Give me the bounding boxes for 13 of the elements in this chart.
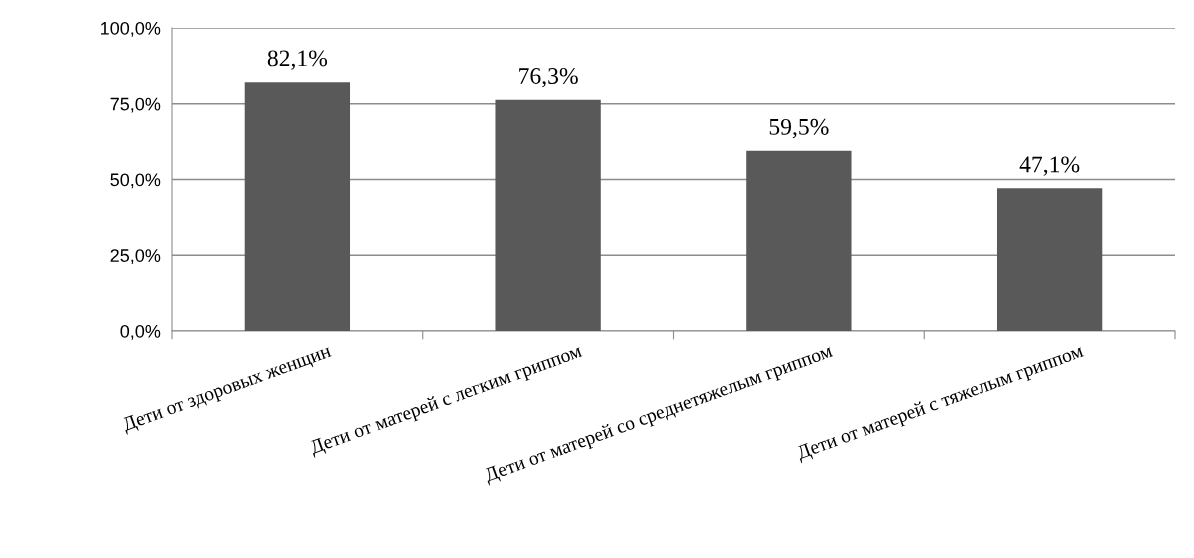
data-label: 76,3% bbox=[519, 67, 578, 88]
y-tick-label: 75,0% bbox=[110, 97, 161, 113]
bar bbox=[746, 150, 852, 331]
data-label: 47,1% bbox=[1019, 156, 1080, 176]
bar bbox=[244, 82, 351, 331]
bar bbox=[996, 188, 1103, 331]
y-tick-label: 100,0% bbox=[101, 21, 161, 37]
y-tick-label: 0,0% bbox=[120, 324, 161, 340]
data-label: 59,5% bbox=[769, 118, 829, 139]
bar bbox=[495, 99, 601, 331]
y-tick-label: 25,0% bbox=[110, 249, 161, 265]
y-tick-label: 50,0% bbox=[110, 173, 161, 189]
data-label: 82,1% bbox=[267, 50, 328, 70]
